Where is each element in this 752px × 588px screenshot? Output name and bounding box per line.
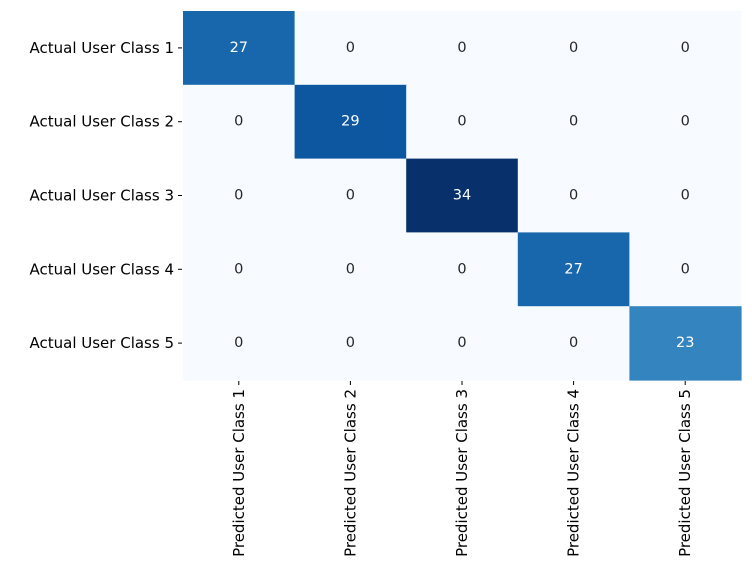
- heatmap-cell-r3-c3: [406, 158, 519, 233]
- heatmap-value-r3-c2: 0: [346, 188, 355, 204]
- y-tick-label-4: Actual User Class 4: [30, 260, 175, 278]
- heatmap-value-r1-c4: 0: [569, 40, 578, 56]
- x-tick-label-1: Predicted User Class 1: [230, 389, 248, 557]
- heatmap-value-r4-c3: 0: [457, 261, 466, 277]
- heatmap-cell-r4-c1: [183, 232, 296, 307]
- heatmap-value-labels: 27 0 0 0 0 0 29 0 0 0 0 0 34 0 0 0 0 0 27 0 0 0 0 0 23: [230, 40, 695, 351]
- heatmap-cell-r2-c5: [629, 84, 742, 160]
- heatmap-cell-r3-c4: [517, 158, 630, 233]
- heatmap-value-r2-c1: 0: [234, 114, 243, 130]
- heatmap-cell-r5-c4: [517, 306, 630, 381]
- heatmap-value-r4-c5: 0: [681, 261, 690, 277]
- heatmap-cell-r4-c5: [629, 232, 742, 307]
- heatmap-cell-r4-c3: [406, 232, 519, 307]
- x-tick-label-2: Predicted User Class 2: [341, 389, 359, 557]
- heatmap-value-r2-c3: 0: [457, 114, 466, 130]
- y-tick-label-2: Actual User Class 2: [30, 113, 175, 131]
- heatmap-value-r3-c5: 0: [681, 188, 690, 204]
- heatmap-cell-r5-c3: [406, 306, 519, 381]
- heatmap-value-r5-c1: 0: [234, 335, 243, 351]
- heatmap-value-r3-c4: 0: [569, 188, 578, 204]
- heatmap-value-r4-c4: 27: [564, 261, 582, 277]
- heatmap-cell-r4-c2: [294, 232, 407, 307]
- heatmap-value-r4-c1: 0: [234, 261, 243, 277]
- heatmap-cell-r2-c4: [517, 84, 630, 160]
- heatmap-cell-r1-c3: [406, 11, 519, 86]
- x-axis-ticks: Predicted User Class 1 Predicted User Cla…: [230, 381, 694, 557]
- y-tick-label-1: Actual User Class 1: [30, 39, 175, 57]
- heatmap-value-r1-c3: 0: [457, 40, 466, 56]
- y-tick-label-3: Actual User Class 3: [30, 187, 175, 205]
- y-axis-ticks: Actual User Class 1 Actual User Class 2 Ac…: [30, 39, 182, 352]
- heatmap-cell-r5-c5: [629, 306, 742, 381]
- heatmap-cell-r2-c2: [294, 84, 407, 160]
- heatmap-value-r3-c3: 34: [453, 188, 471, 204]
- heatmap-cell-r1-c5: [629, 11, 742, 86]
- heatmap-cell-r3-c2: [294, 158, 407, 233]
- heatmap-cell-r2-c1: [183, 84, 296, 160]
- heatmap-cell-r3-c5: [629, 158, 742, 233]
- heatmap-cell-r5-c1: [183, 306, 296, 381]
- heatmap-value-r1-c2: 0: [346, 40, 355, 56]
- heatmap-cell-r1-c2: [294, 11, 407, 86]
- heatmap-value-r2-c4: 0: [569, 114, 578, 130]
- heatmap-cell-r2-c3: [406, 84, 519, 160]
- heatmap-cell-r3-c1: [183, 158, 296, 233]
- x-tick-label-3: Predicted User Class 3: [453, 389, 471, 557]
- heatmap-value-r5-c3: 0: [457, 335, 466, 351]
- heatmap-value-r5-c4: 0: [569, 335, 578, 351]
- heatmap-cell-r1-c4: [517, 11, 630, 86]
- heatmap-value-r2-c5: 0: [681, 114, 690, 130]
- heatmap-value-r3-c1: 0: [234, 188, 243, 204]
- heatmap-cells: [183, 11, 742, 381]
- x-tick-label-5: Predicted User Class 5: [676, 389, 694, 557]
- heatmap-value-r1-c5: 0: [681, 40, 690, 56]
- heatmap-cell-r4-c4: [517, 232, 630, 307]
- heatmap-value-r5-c5: 23: [676, 335, 694, 351]
- heatmap-cell-r1-c1: [183, 11, 296, 86]
- y-tick-label-5: Actual User Class 5: [30, 334, 175, 352]
- heatmap-value-r4-c2: 0: [346, 261, 355, 277]
- heatmap-value-r1-c1: 27: [230, 40, 248, 56]
- x-tick-label-4: Predicted User Class 4: [565, 389, 583, 557]
- heatmap-cell-r5-c2: [294, 306, 407, 381]
- heatmap-value-r2-c2: 29: [341, 114, 359, 130]
- heatmap-value-r5-c2: 0: [346, 335, 355, 351]
